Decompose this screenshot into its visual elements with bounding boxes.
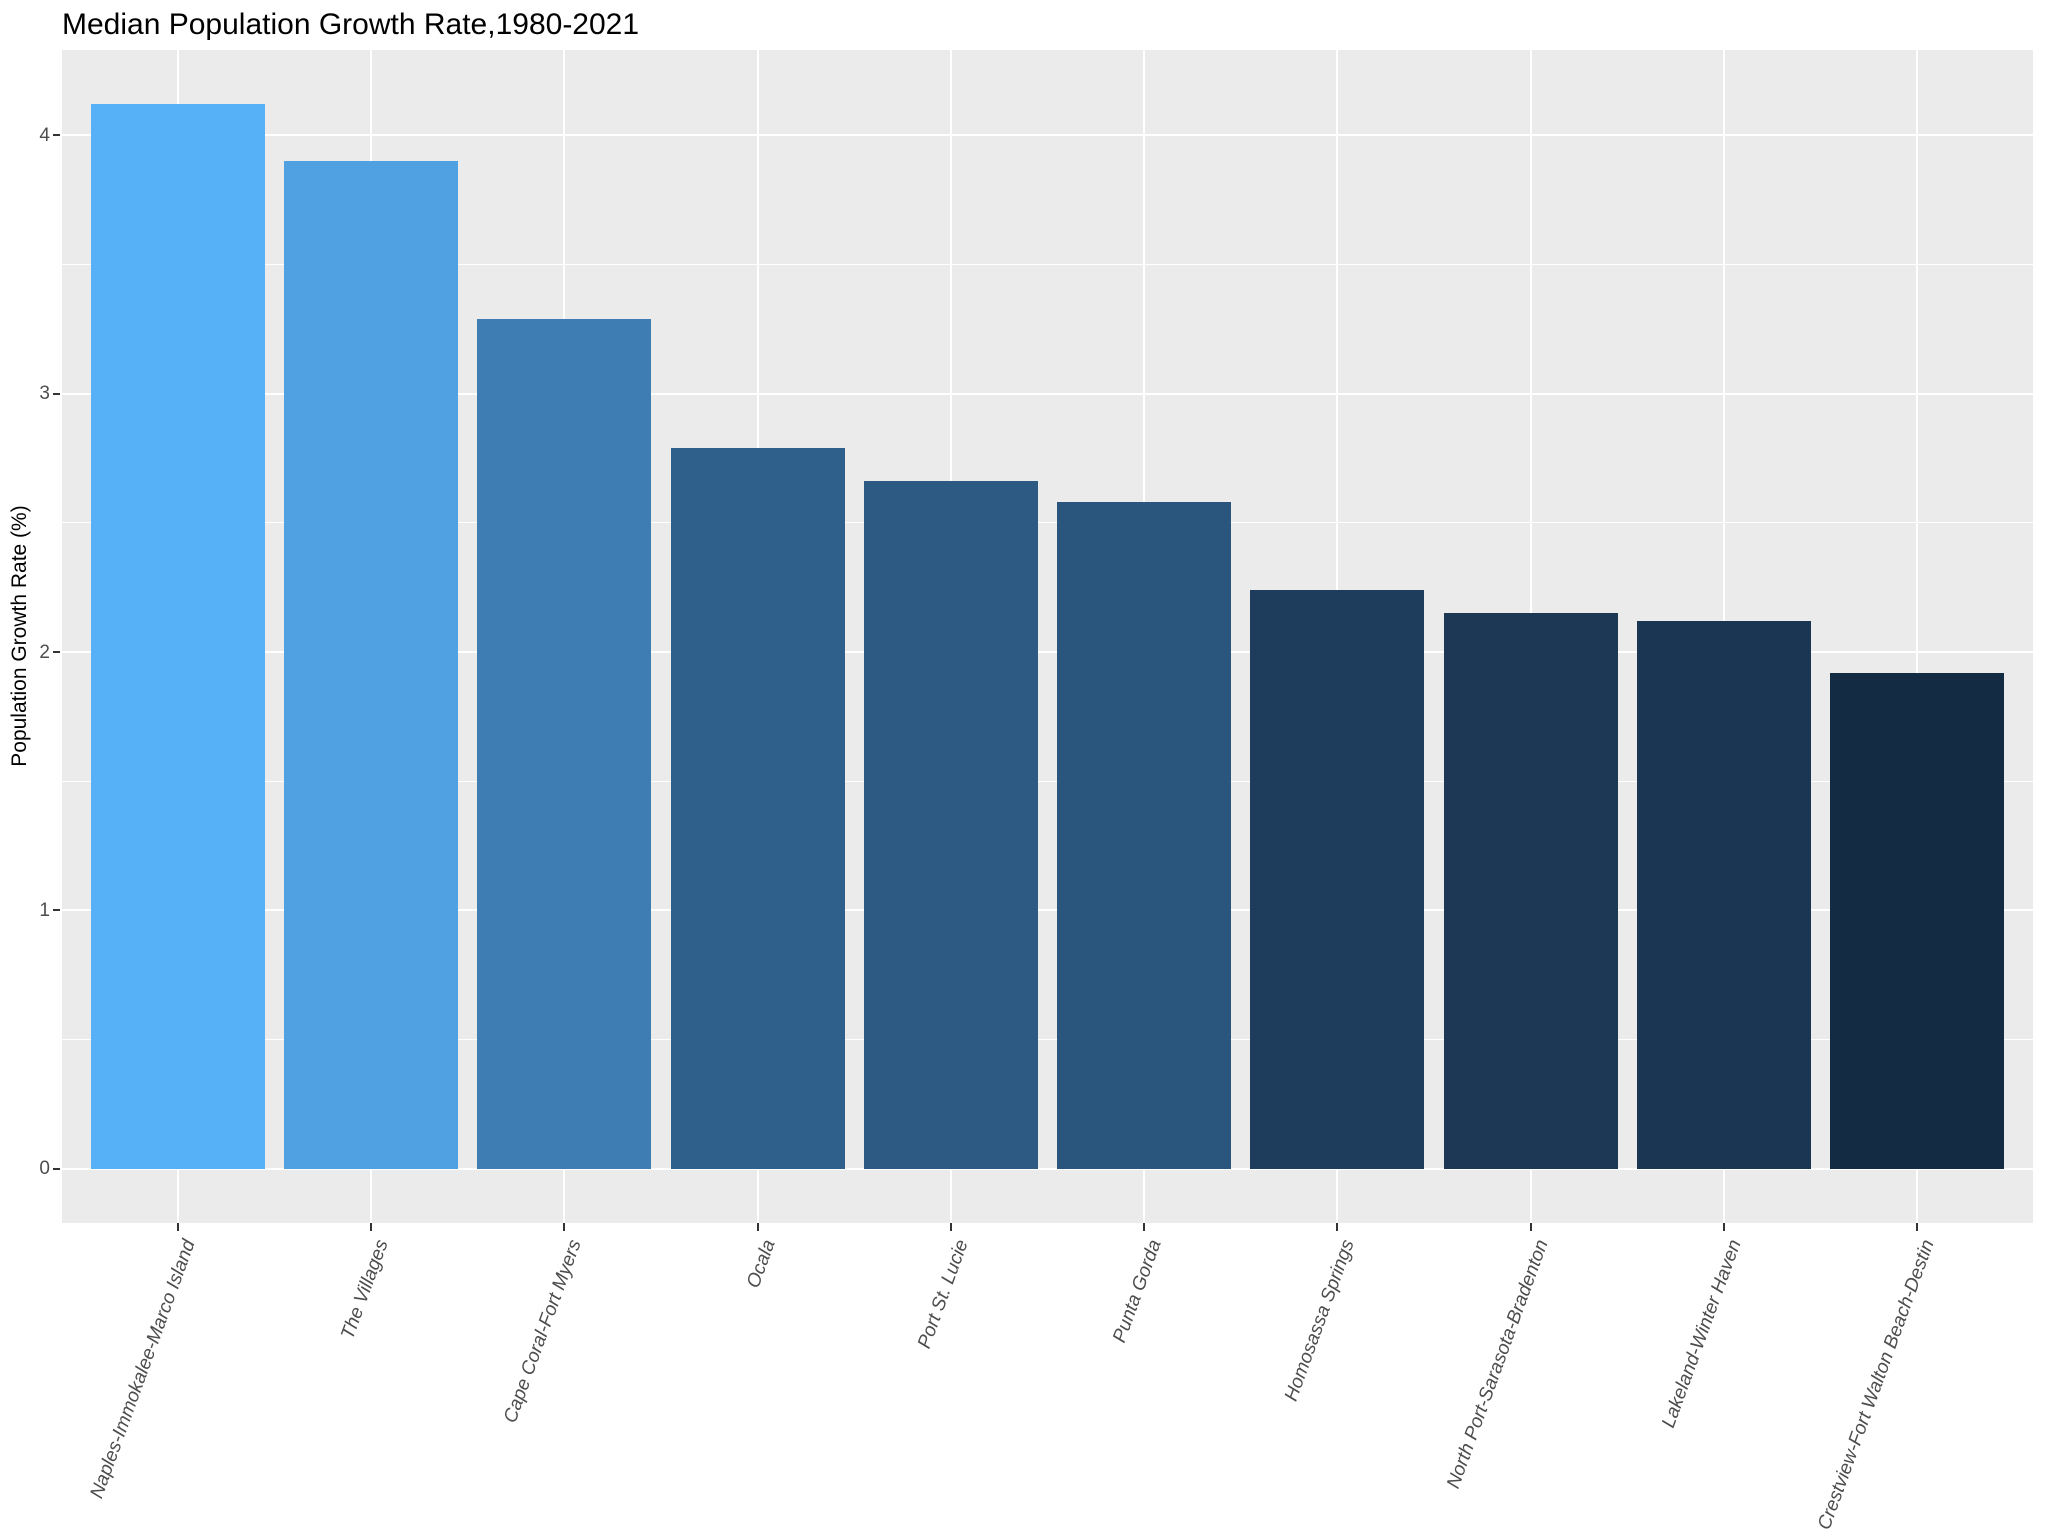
x-tick-mark xyxy=(1143,1223,1146,1231)
y-tick-label: 3 xyxy=(39,383,50,405)
y-tick-mark xyxy=(53,651,60,653)
x-tick-mark xyxy=(756,1223,759,1231)
x-tick-label: Ocala xyxy=(742,1237,780,1291)
bar-9 xyxy=(1636,620,1811,1169)
x-tick-mark xyxy=(949,1223,952,1231)
y-axis-title: Population Growth Rate (%) xyxy=(8,505,31,767)
bar-4 xyxy=(670,447,845,1169)
bar-1 xyxy=(90,104,265,1169)
plot-panel xyxy=(62,50,2033,1223)
bar-5 xyxy=(863,481,1038,1169)
x-tick-label: Naples-Immokalee-Marco Island xyxy=(86,1237,200,1502)
vertical-gridline xyxy=(1916,50,1919,1223)
major-gridline xyxy=(62,909,2033,912)
x-tick-label: Punta Gorda xyxy=(1109,1237,1166,1346)
x-tick-mark xyxy=(1916,1223,1919,1231)
x-tick-mark xyxy=(176,1223,179,1231)
major-gridline xyxy=(62,651,2033,653)
x-tick-label: Cape Coral-Fort Myers xyxy=(500,1237,587,1426)
x-tick-mark xyxy=(1336,1223,1339,1231)
chart-title: Median Population Growth Rate,1980-2021 xyxy=(62,8,640,41)
x-tick-mark xyxy=(1722,1223,1725,1231)
bar-3 xyxy=(477,318,652,1169)
x-tick-label: Homosassa Springs xyxy=(1281,1237,1360,1404)
y-tick-label: 0 xyxy=(39,1158,50,1180)
major-gridline xyxy=(62,134,2033,137)
bar-10 xyxy=(1830,672,2004,1169)
minor-gridline xyxy=(62,522,2033,524)
y-tick-mark xyxy=(53,392,60,395)
major-gridline xyxy=(62,1167,2033,1170)
x-tick-label: North Port-Sarasota-Bradenton xyxy=(1442,1237,1553,1492)
major-gridline xyxy=(62,392,2033,395)
x-tick-label: Lakeland-Winter Haven xyxy=(1657,1237,1746,1431)
x-tick-label: Crestview-Fort Walton Beach-Destin xyxy=(1814,1237,1939,1533)
bar-6 xyxy=(1057,502,1232,1169)
bar-7 xyxy=(1250,589,1425,1169)
x-tick-label: Port St. Lucie xyxy=(913,1237,973,1352)
x-tick-mark xyxy=(370,1223,373,1231)
y-tick-mark xyxy=(53,1167,60,1170)
y-tick-label: 4 xyxy=(39,124,50,146)
y-tick-mark xyxy=(53,134,60,137)
x-tick-mark xyxy=(1529,1223,1532,1231)
y-tick-label: 1 xyxy=(39,899,50,921)
minor-gridline xyxy=(62,263,2033,265)
minor-gridline xyxy=(62,1039,2033,1041)
x-tick-label: The Villages xyxy=(337,1237,393,1343)
bar-8 xyxy=(1443,613,1618,1169)
y-tick-mark xyxy=(53,909,60,912)
minor-gridline xyxy=(62,780,2033,782)
y-tick-label: 2 xyxy=(39,641,50,663)
bar-2 xyxy=(284,161,459,1169)
x-tick-mark xyxy=(563,1223,566,1231)
